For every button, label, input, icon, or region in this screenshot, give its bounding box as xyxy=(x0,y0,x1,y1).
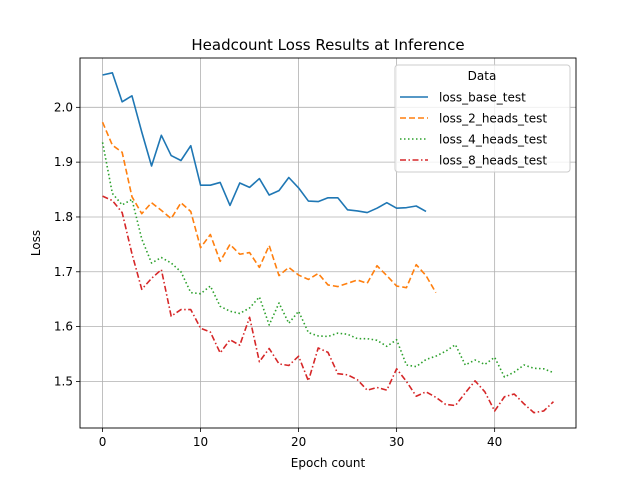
y-tick-label: 1.8 xyxy=(54,210,73,224)
x-axis-ticks: 0 10 20 30 40 xyxy=(99,428,502,449)
x-tick-label: 30 xyxy=(389,435,404,449)
x-axis-label: Epoch count xyxy=(291,456,366,470)
legend-title: Data xyxy=(468,69,497,83)
x-tick-label: 10 xyxy=(193,435,208,449)
y-tick-label: 1.6 xyxy=(54,320,73,334)
y-tick-label: 1.9 xyxy=(54,155,73,169)
series-line-loss_4_heads_test xyxy=(101,142,554,378)
y-tick-label: 2.0 xyxy=(54,100,73,114)
plot-frame xyxy=(79,57,577,429)
series-line-loss_2_heads_test xyxy=(101,121,437,294)
legend-entry-label: loss_base_test xyxy=(439,91,526,105)
legend: Data loss_base_test loss_2_heads_testloss… xyxy=(394,64,571,173)
chart-title: Headcount Loss Results at Inference xyxy=(191,36,464,54)
y-tick-label: 1.7 xyxy=(54,265,73,279)
series-lines xyxy=(101,72,555,414)
x-tick-label: 40 xyxy=(487,435,502,449)
series-line-loss_base_test xyxy=(102,72,427,214)
y-axis-ticks: 1.5 1.6 1.7 1.8 1.9 2.0 xyxy=(54,100,80,388)
legend-box xyxy=(394,64,571,173)
series-line-loss_8_heads_test xyxy=(102,195,555,414)
x-tick-label: 0 xyxy=(99,435,107,449)
legend-entry-label: loss_2_heads_test xyxy=(439,112,547,126)
y-tick-label: 1.5 xyxy=(54,374,73,388)
x-tick-label: 20 xyxy=(291,435,306,449)
legend-entry-label: loss_4_heads_test xyxy=(439,133,547,147)
legend-entry-label: loss_8_heads_test xyxy=(439,154,547,168)
y-axis-label: Loss xyxy=(29,230,43,256)
